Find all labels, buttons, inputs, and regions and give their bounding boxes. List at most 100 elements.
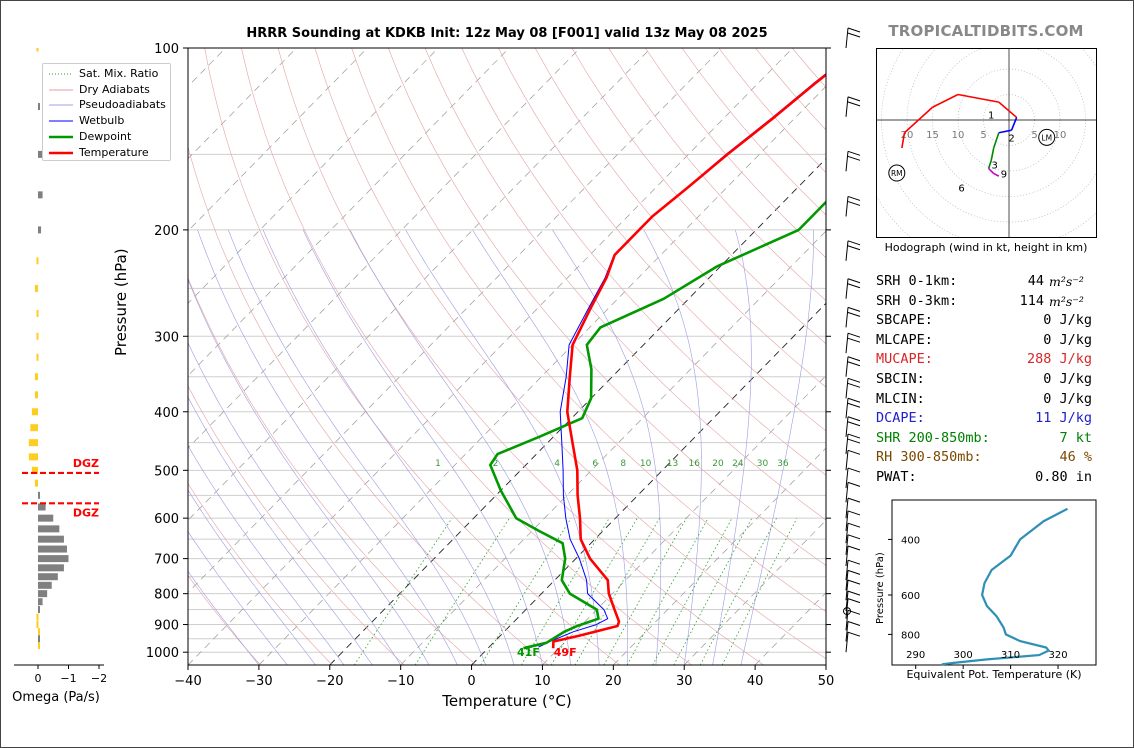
dry-adiabat [461,48,826,476]
omega-bar [36,353,39,361]
omega-bar [36,613,39,621]
legend-label: Wetbulb [79,114,125,128]
mixing-ratio-label: 16 [688,459,700,469]
theta-e-xlabel: Equivalent Pot. Temperature (K) [906,668,1082,681]
omega-tick-label: 0 [35,672,42,685]
wind-barb [845,397,861,419]
wind-barb [845,559,861,581]
legend-swatch [49,73,73,75]
temperature-profile [551,73,826,649]
dry-adiabat [188,385,405,665]
y-axis-label: Pressure (hPa) [112,248,130,356]
pseudoadiabat [188,342,401,665]
mixing-ratio-label: 36 [777,459,789,469]
dry-adiabat [534,48,826,388]
param-row: SRH 0-3km: 114 m²s⁻² [876,292,1106,312]
y-tick-label: 800 [154,588,179,603]
omega-bar [36,309,39,317]
legend-label: Pseudoadiabats [79,98,166,112]
theta-e-profile [941,507,1069,666]
hodograph-segment [957,93,999,103]
surface-temp-label: 49F [554,646,577,659]
isotherm-line [258,85,826,665]
sounding-parameters: SRH 0-1km: 44 m²s⁻² SRH 0-3km: 114 m²s⁻² SBCAP… [876,272,1106,488]
hodograph-segment [998,101,1018,119]
param-row: MLCAPE: 0 J/kg [876,331,1106,351]
omega-bar [34,391,38,399]
mixing-ratio-label: 6 [592,459,598,469]
wind-barb [845,534,861,555]
theta-e-chart: 290 300 310 320 400 600 800 [888,499,1097,669]
dry-adiabat [188,145,549,665]
pseudoadiabat [349,229,572,665]
hodograph-height-label: 1 [988,110,994,121]
param-row: MUCAPE: 288 J/kg [876,350,1106,370]
wind-barb [845,467,861,489]
mixing-ratio-line [550,517,638,665]
legend-label: Temperature [79,145,149,159]
legend-swatch [49,151,73,154]
hodograph-height-label: 6 [958,183,964,194]
x-tick-label: 40 [747,674,764,689]
dgz-label: DGZ [73,506,99,519]
right-mover-marker [888,164,906,182]
omega-bar [38,525,60,533]
hodograph-segment [1010,117,1018,131]
hodograph-height-label: 3 [992,160,998,171]
pseudoadiabat [302,229,543,665]
wind-barb [845,240,861,261]
omega-bar [36,332,39,340]
omega-bar [38,635,40,643]
legend-item: Dry Adiabats [48,83,170,98]
hodograph-segment [932,93,959,108]
param-row: DCAPE: 11 J/kg [876,409,1106,429]
mixing-ratio-line [480,517,572,665]
hodograph-ring-label: 10 [1054,130,1067,141]
omega-bar [38,545,67,553]
mixing-ratio-label: 4 [554,459,560,469]
dry-adiabat [351,48,826,613]
param-value: 46 % [1059,449,1092,466]
param-row: SBCAPE: 0 J/kg [876,311,1106,331]
x-tick-label: −10 [387,674,414,689]
pseudoadiabat [188,445,345,665]
wind-barb [845,621,861,642]
wind-barb [845,569,861,591]
param-value: 288 J/kg [1026,351,1092,368]
omega-bar [38,503,46,511]
legend-item: Dewpoint [48,130,170,145]
omega-bar [38,573,58,581]
param-value: 0 J/kg [1043,312,1092,329]
x-axis-label: Temperature (°C) [442,692,572,710]
legend-label: Sat. Mix. Ratio [79,67,159,80]
y-tick-label: 700 [154,553,179,568]
mixing-ratio-label: 13 [667,459,678,469]
wind-barb [845,522,861,544]
param-label: MLCIN: [876,390,925,407]
omega-bar [38,606,40,614]
wind-barb [845,377,861,399]
pseudoadiabat [712,229,752,665]
wind-barb [845,497,861,519]
omega-bar [38,226,42,234]
site-brand: TROPICALTIDBITS.COM [888,22,1084,40]
omega-bar [28,453,38,461]
calm-wind-circle [843,607,851,616]
wind-barb [845,579,861,601]
skewt-axes-frame [187,47,827,666]
wind-barb [845,481,861,503]
pseudoadiabat [188,570,260,665]
legend-item: Pseudoadiabats [48,98,170,113]
legend-item: Sat. Mix. Ratio [48,67,170,82]
omega-bar [34,479,38,487]
mixing-ratio-label: 24 [732,459,744,469]
param-label: PWAT: [876,468,917,485]
param-label: SRH 0-3km: [876,292,958,309]
param-value: 11 J/kg [1035,410,1092,427]
mixing-ratio-line [521,517,610,665]
pseudoadiabat [740,229,814,665]
legend-label: Dry Adiabats [79,82,150,96]
dgz-label: DGZ [73,457,99,470]
legend-swatch [49,104,73,106]
pseudoadiabat [643,229,702,665]
